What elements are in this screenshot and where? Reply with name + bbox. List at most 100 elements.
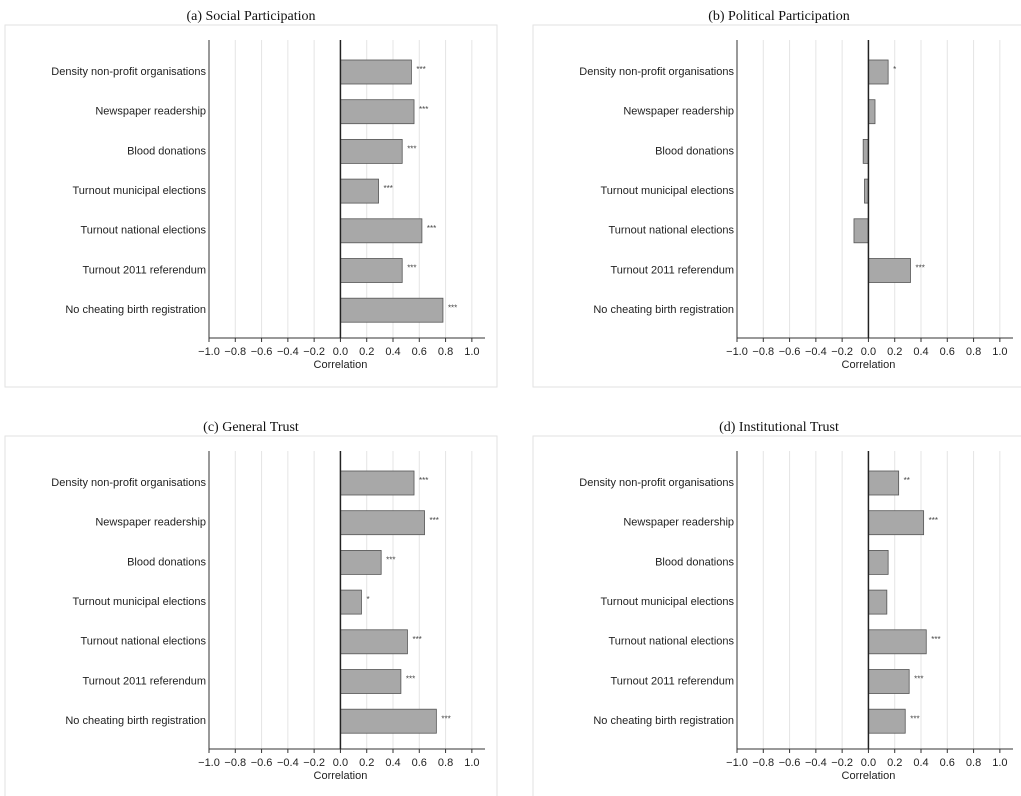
y-tick-label: Turnout national elections [608, 225, 734, 237]
bar [868, 589, 888, 615]
x-tick-label: −1.0 [198, 346, 220, 358]
x-tick-label: −0.2 [831, 346, 853, 358]
significance-label: *** [430, 516, 439, 525]
significance-label: *** [419, 476, 428, 485]
x-tick-label: −1.0 [726, 346, 748, 358]
y-tick-label: Turnout 2011 referendum [610, 264, 734, 276]
x-tick-label: 1.0 [464, 346, 479, 358]
x-tick-label: −0.8 [752, 757, 774, 769]
bar [868, 470, 900, 496]
y-tick-label: No cheating birth registration [593, 715, 734, 727]
y-tick-label: Turnout 2011 referendum [82, 675, 206, 687]
y-tick-label: Turnout municipal elections [601, 185, 735, 197]
significance-label: ** [904, 476, 910, 485]
x-tick-label: 0.4 [913, 757, 928, 769]
x-tick-label: −0.6 [779, 346, 801, 358]
significance-label: *** [931, 635, 940, 644]
x-tick-label: 1.0 [992, 346, 1007, 358]
y-tick-label: Turnout 2011 referendum [82, 264, 206, 276]
y-tick-label: Blood donations [127, 145, 206, 157]
bar [862, 138, 869, 164]
chart-title: (d) Institutional Trust [719, 420, 839, 435]
x-tick-label: 0.2 [359, 346, 374, 358]
bar [868, 510, 925, 536]
x-tick-label: 0.8 [966, 346, 981, 358]
significance-label: *** [407, 145, 416, 154]
panel-frame [4, 24, 498, 388]
y-tick-label: Newspaper readership [623, 106, 734, 118]
x-tick-label: 0.6 [412, 346, 427, 358]
x-axis-label: Correlation [842, 359, 896, 371]
x-tick-label: −0.4 [277, 757, 299, 769]
chart-title: (a) Social Participation [186, 9, 315, 24]
y-tick-label: No cheating birth registration [65, 304, 206, 316]
y-tick-label: Newspaper readership [623, 517, 734, 529]
x-tick-label: 0.4 [385, 757, 400, 769]
y-tick-label: Newspaper readership [95, 517, 206, 529]
x-tick-label: 1.0 [992, 757, 1007, 769]
y-tick-label: Turnout national elections [80, 225, 206, 237]
x-tick-label: −0.4 [277, 346, 299, 358]
panel-frame [532, 435, 1021, 796]
bar [340, 510, 425, 536]
y-tick-label: Blood donations [127, 556, 206, 568]
bar [340, 258, 403, 283]
significance-label: *** [910, 714, 919, 723]
x-tick-label: 0.8 [438, 757, 453, 769]
y-tick-label: Turnout national elections [608, 636, 734, 648]
y-tick-label: Turnout municipal elections [73, 185, 207, 197]
significance-label: *** [914, 675, 923, 684]
x-tick-label: 0.2 [887, 346, 902, 358]
panel-frame [532, 24, 1021, 388]
x-axis-label: Correlation [314, 359, 368, 371]
significance-label: *** [412, 635, 421, 644]
y-tick-label: Blood donations [655, 145, 734, 157]
significance-label: *** [406, 675, 415, 684]
y-tick-label: Density non-profit organisations [579, 66, 734, 78]
y-tick-label: No cheating birth registration [65, 715, 206, 727]
bar [853, 218, 869, 244]
x-tick-label: 0.2 [359, 757, 374, 769]
y-tick-label: Density non-profit organisations [579, 477, 734, 489]
significance-label: *** [427, 224, 436, 233]
bar [340, 218, 423, 244]
x-tick-label: −0.4 [805, 346, 827, 358]
bar [340, 297, 444, 323]
significance-label: *** [448, 303, 457, 312]
y-tick-label: No cheating birth registration [593, 304, 734, 316]
x-tick-label: −0.8 [224, 346, 246, 358]
bar [340, 178, 379, 204]
x-tick-label: −0.6 [251, 757, 273, 769]
bar [340, 669, 402, 694]
x-tick-label: 0.8 [966, 757, 981, 769]
x-tick-label: 0.6 [412, 757, 427, 769]
y-tick-label: Turnout municipal elections [601, 596, 735, 608]
y-tick-label: Turnout municipal elections [73, 596, 207, 608]
significance-label: *** [416, 65, 425, 74]
bar [868, 669, 910, 694]
x-tick-label: −0.6 [779, 757, 801, 769]
bar [868, 258, 911, 283]
significance-label: * [366, 595, 369, 604]
x-tick-label: 0.0 [333, 346, 348, 358]
chart-title: (b) Political Participation [708, 9, 850, 24]
significance-label: *** [384, 184, 393, 193]
bar [868, 99, 876, 125]
y-tick-label: Density non-profit organisations [51, 66, 206, 78]
x-tick-label: −1.0 [198, 757, 220, 769]
x-tick-label: −0.2 [303, 757, 325, 769]
chart-title: (c) General Trust [203, 420, 299, 435]
x-tick-label: −0.2 [303, 346, 325, 358]
x-tick-label: −0.8 [224, 757, 246, 769]
bar [340, 138, 403, 164]
x-tick-label: 0.0 [861, 757, 876, 769]
x-tick-label: 0.0 [861, 346, 876, 358]
x-tick-label: 0.4 [913, 346, 928, 358]
significance-label: *** [419, 105, 428, 114]
x-tick-label: 1.0 [464, 757, 479, 769]
y-tick-label: Newspaper readership [95, 106, 206, 118]
x-tick-label: −1.0 [726, 757, 748, 769]
bar [868, 629, 927, 655]
x-tick-label: −0.8 [752, 346, 774, 358]
